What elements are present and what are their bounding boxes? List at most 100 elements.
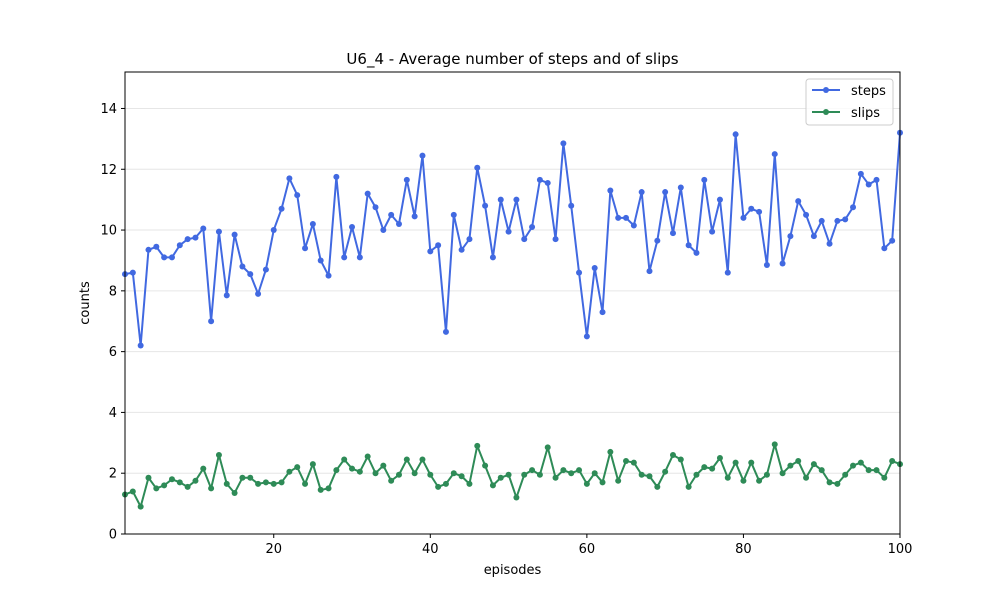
data-point-steps — [826, 240, 833, 247]
series-slips — [122, 441, 903, 510]
data-point-steps — [286, 175, 293, 182]
series-layer — [122, 129, 903, 510]
data-point-slips — [677, 456, 684, 463]
data-point-steps — [732, 131, 739, 138]
x-tick-label: 100 — [888, 542, 913, 557]
data-point-steps — [317, 257, 324, 264]
legend-steps-label: steps — [851, 84, 886, 99]
data-point-slips — [317, 486, 324, 493]
data-point-steps — [192, 234, 199, 241]
data-point-slips — [341, 456, 348, 463]
data-point-steps — [458, 246, 465, 253]
x-tick-label: 20 — [265, 542, 282, 557]
data-point-slips — [693, 471, 700, 478]
data-point-steps — [779, 260, 786, 267]
data-point-slips — [560, 467, 567, 474]
data-point-slips — [521, 471, 528, 478]
data-point-steps — [294, 192, 301, 199]
data-point-steps — [818, 217, 825, 224]
data-point-slips — [349, 465, 356, 472]
data-point-slips — [223, 480, 230, 487]
data-point-steps — [889, 237, 896, 244]
data-point-steps — [403, 176, 410, 183]
data-point-steps — [388, 211, 395, 218]
data-point-steps — [442, 328, 449, 335]
data-point-slips — [591, 470, 598, 477]
data-point-slips — [826, 479, 833, 486]
data-point-steps — [607, 187, 614, 194]
data-point-slips — [505, 471, 512, 478]
data-point-slips — [208, 485, 215, 492]
data-point-slips — [286, 468, 293, 475]
data-point-slips — [325, 485, 332, 492]
legend: steps slips — [805, 78, 894, 126]
data-point-slips — [489, 482, 496, 489]
data-point-steps — [395, 220, 402, 227]
data-point-steps — [474, 164, 481, 171]
data-point-steps — [231, 231, 238, 238]
data-point-slips — [333, 467, 340, 474]
data-point-steps — [349, 224, 356, 231]
data-point-slips — [881, 474, 888, 481]
data-point-steps — [709, 228, 716, 235]
data-point-slips — [748, 459, 755, 466]
data-point-slips — [669, 451, 676, 458]
data-point-steps — [803, 211, 810, 218]
data-point-slips — [771, 441, 778, 448]
data-point-steps — [482, 202, 489, 209]
data-point-steps — [677, 184, 684, 191]
data-point-steps — [278, 205, 285, 212]
data-point-slips — [419, 456, 426, 463]
data-point-steps — [576, 269, 583, 276]
data-point-steps — [161, 254, 168, 261]
data-point-slips — [200, 465, 207, 472]
data-point-slips — [168, 476, 175, 483]
x-tick-label: 80 — [735, 542, 752, 557]
data-point-steps — [599, 309, 606, 316]
data-point-steps — [646, 268, 653, 275]
x-axis-label: episodes — [484, 563, 542, 578]
data-point-slips — [364, 453, 371, 460]
data-point-steps — [255, 290, 262, 297]
data-point-slips — [309, 461, 316, 468]
data-point-slips — [685, 483, 692, 490]
data-point-slips — [176, 479, 183, 486]
data-point-steps — [497, 196, 504, 203]
data-point-slips — [513, 494, 520, 501]
data-point-slips — [403, 456, 410, 463]
data-point-steps — [638, 189, 645, 196]
data-point-slips — [474, 442, 481, 449]
data-point-slips — [654, 483, 661, 490]
data-point-slips — [850, 462, 857, 469]
data-point-steps — [748, 205, 755, 212]
data-point-slips — [302, 480, 309, 487]
data-point-slips — [638, 471, 645, 478]
data-point-slips — [756, 477, 763, 484]
data-point-slips — [161, 482, 168, 489]
data-point-slips — [239, 474, 246, 481]
data-point-steps — [153, 243, 160, 250]
data-point-steps — [536, 176, 543, 183]
data-point-steps — [325, 272, 332, 279]
data-point-steps — [654, 237, 661, 244]
data-point-slips — [395, 471, 402, 478]
legend-steps-marker — [823, 87, 829, 93]
legend-slips-marker — [823, 109, 829, 115]
data-point-slips — [278, 479, 285, 486]
data-point-slips — [544, 444, 551, 451]
data-point-slips — [442, 480, 449, 487]
data-point-steps — [215, 228, 222, 235]
data-point-steps — [693, 249, 700, 256]
data-point-steps — [552, 236, 559, 243]
data-point-slips — [834, 480, 841, 487]
data-point-steps — [583, 333, 590, 340]
data-point-steps — [763, 262, 770, 269]
data-point-slips — [732, 459, 739, 466]
data-point-steps — [787, 233, 794, 240]
y-tick-label: 12 — [100, 163, 117, 178]
data-point-slips — [701, 464, 708, 471]
x-tick-label: 40 — [422, 542, 439, 557]
data-point-slips — [450, 470, 457, 477]
data-point-steps — [771, 151, 778, 158]
